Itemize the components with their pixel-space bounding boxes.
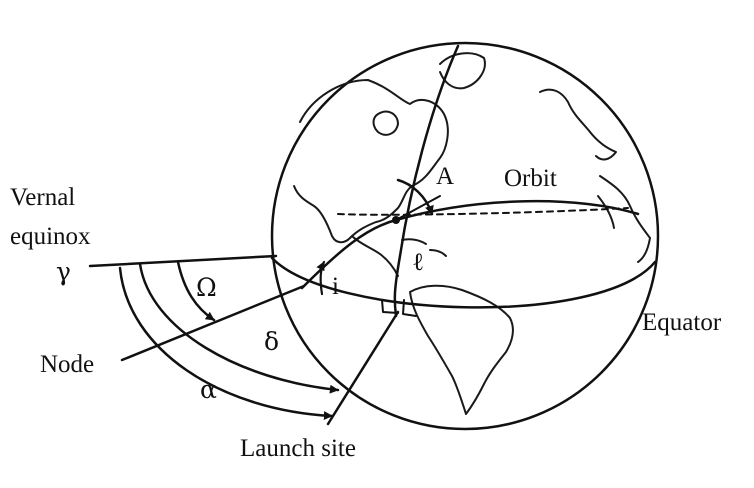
node-pointer-line xyxy=(120,284,306,362)
right-angle-mark-2 xyxy=(402,299,417,317)
central-america-outline xyxy=(351,235,399,277)
continents xyxy=(293,52,651,415)
europe-outline xyxy=(539,88,617,161)
latitude-label: ℓ xyxy=(412,249,424,276)
orbit-label: Orbit xyxy=(504,165,557,192)
delta-arc xyxy=(138,262,340,394)
launch-direction-tick xyxy=(395,195,441,221)
node-label: Node xyxy=(40,351,94,378)
azimuth-label: A xyxy=(436,163,454,190)
launch-site-label: Launch site xyxy=(240,435,356,462)
caribbean-islands-outline xyxy=(401,238,447,257)
alpha-arc xyxy=(118,266,334,421)
vernal-equinox-label-line2: equinox xyxy=(10,223,91,250)
greenland-outline xyxy=(439,52,486,90)
hudson-bay-outline xyxy=(372,110,399,136)
south-america-outline xyxy=(409,284,514,415)
equator-label: Equator xyxy=(642,309,722,336)
omega-arc xyxy=(176,260,216,322)
gamma-symbol: γ xyxy=(56,257,71,286)
orbit-path-hidden xyxy=(337,207,629,216)
north-america-outline xyxy=(293,79,449,244)
vernal-equinox-label-line1: Vernal xyxy=(10,184,75,211)
africa-outline xyxy=(599,175,651,263)
inclination-arc xyxy=(316,260,326,296)
globe-outline xyxy=(270,41,660,431)
delta-symbol: δ xyxy=(264,327,279,356)
meridian-line xyxy=(393,44,460,318)
equator-line xyxy=(270,256,657,309)
vernal-equinox-line xyxy=(88,254,278,268)
azimuth-arc xyxy=(396,178,434,216)
right-angle-mark xyxy=(381,299,399,314)
launch-site-pointer-line xyxy=(326,310,400,426)
inclination-label: i xyxy=(332,273,339,300)
omega-symbol: Ω xyxy=(196,273,217,302)
alpha-symbol: α xyxy=(200,375,217,404)
africa-bulge-outline xyxy=(597,195,615,229)
